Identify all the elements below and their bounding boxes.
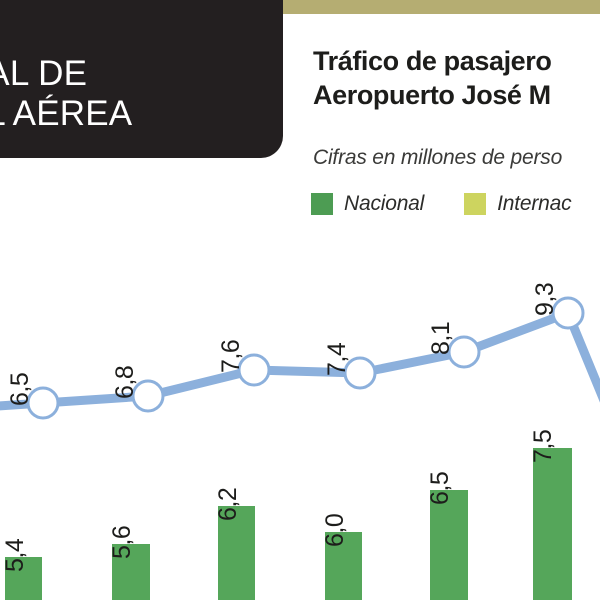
line-value-label: 7,4 [323,342,351,376]
bar [112,544,150,600]
bar-value-label: 6,5 [426,471,454,505]
chart-legend: Nacional Internac [311,192,600,216]
masthead-line-1: CE [0,14,265,54]
legend-item-internacional: Internac [464,192,572,216]
top-accent-band [282,0,600,14]
bar-value-label: 6,2 [214,487,242,521]
legend-swatch-nacional [311,193,333,215]
line-marker [447,335,481,369]
masthead-line-3: MINAL AÉREA [0,94,133,133]
bar [430,490,468,600]
legend-swatch-internacional [464,193,487,215]
bar-value-label: 7,5 [529,429,557,463]
chart-title-line-2: Aeropuerto José M [313,80,551,110]
masthead-line-2: CIONAL DE [0,54,88,93]
masthead-box: CE CIONAL DE MINAL AÉREA [0,0,283,158]
bar [218,506,255,600]
line-marker [237,353,271,387]
bar-value-label: 5,6 [108,525,136,559]
line-marker [131,379,165,413]
chart-title-line-1: Tráfico de pasajero [313,46,552,76]
bar [325,532,362,600]
bar-value-label: 6,0 [321,513,349,547]
line-series-markers [26,296,585,420]
line-marker [343,356,377,390]
legend-label-internacional: Internac [497,192,572,215]
line-value-label: 8,1 [427,321,455,355]
line-value-label: 7,6 [217,339,245,373]
line-marker [551,296,585,330]
line-series-svg [0,296,600,420]
line-marker [26,386,60,420]
line-series-path [0,308,600,411]
line-value-label: 6,8 [111,365,139,399]
chart-title: Tráfico de pasajero Aeropuerto José M [313,44,600,112]
legend-item-nacional: Nacional [311,192,424,216]
line-value-label: 9,3 [531,282,559,316]
bar [533,448,572,600]
line-value-label: 6,5 [6,372,34,406]
chart-plot-area: 5,4 5,6 6,2 6,0 6,5 7,5 6,5 6,8 7,6 7,4 8,1 9,3 [0,230,600,600]
bar [5,557,42,600]
bar-value-label: 5,4 [1,538,29,572]
legend-label-nacional: Nacional [344,192,425,215]
chart-subtitle: Cifras en millones de perso [313,146,563,169]
